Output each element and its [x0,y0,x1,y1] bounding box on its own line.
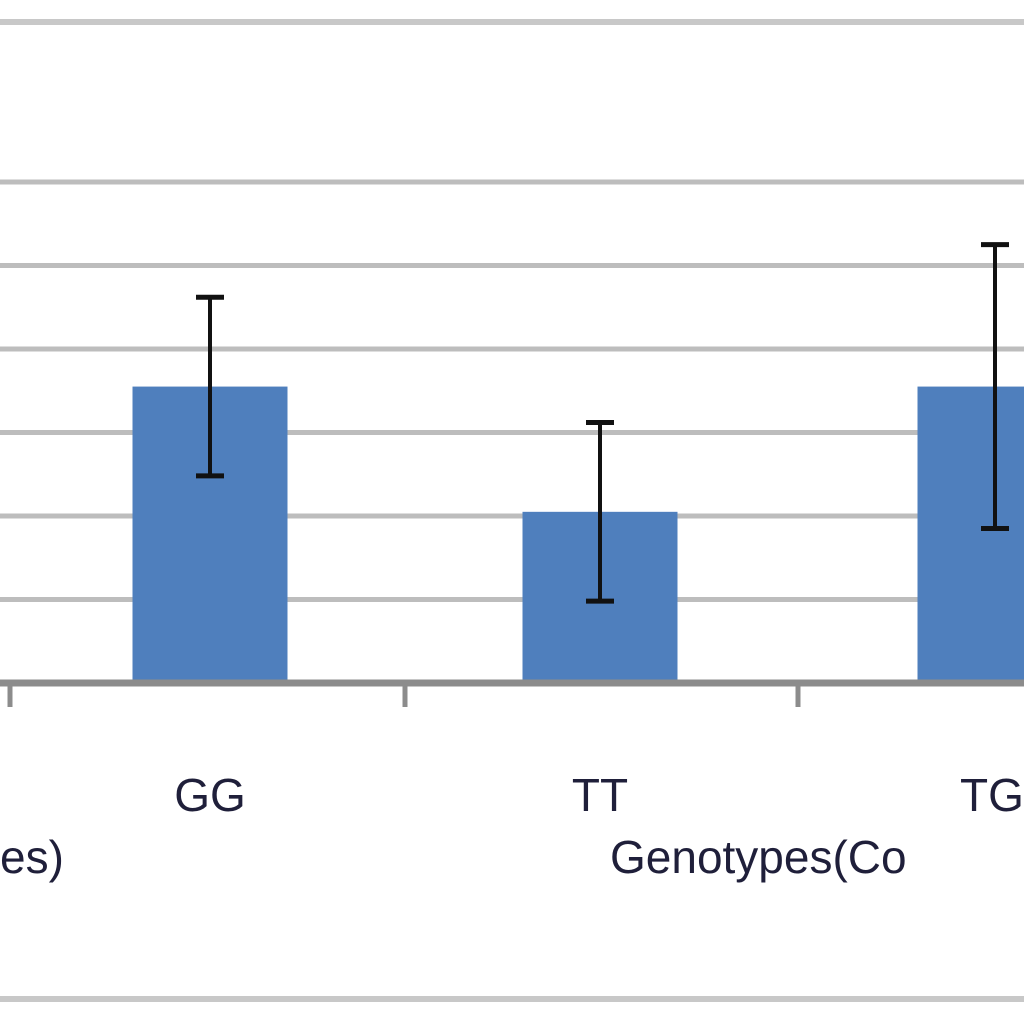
tick-label-tg: TG [960,769,1024,821]
tick-label-tt: TT [571,769,629,821]
bar-tg [917,386,1024,683]
partial-axis-title-left: es) [0,831,64,883]
x-axis-title: Genotypes(Co [610,831,907,883]
tick-label-gg: GG [174,769,246,821]
